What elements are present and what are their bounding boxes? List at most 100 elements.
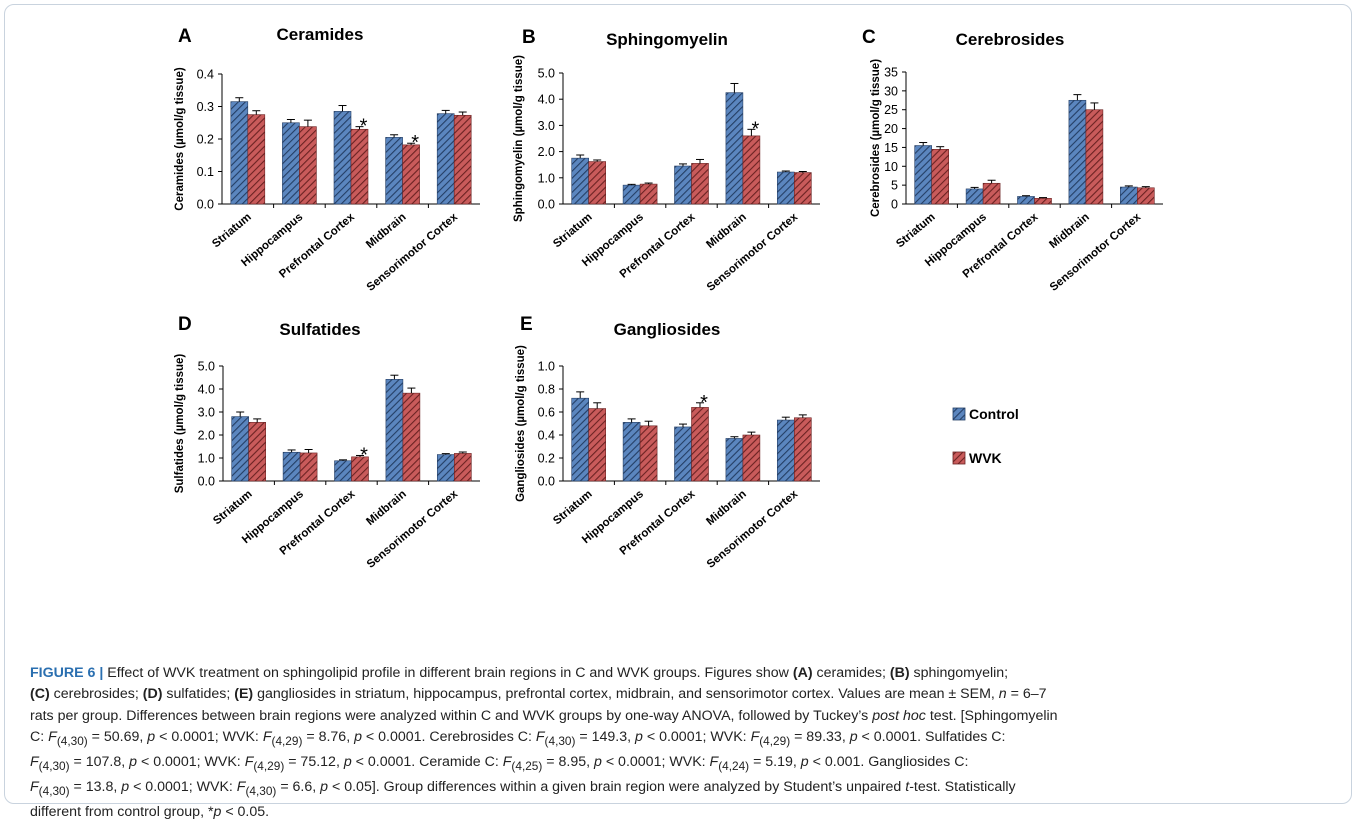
bar-control-sensorimotor-cortex [776,419,795,482]
bar-control-midbrain [725,92,744,205]
panel-c: C Cerebrosides Cerebrosides (µmol/g tissue… [862,27,1163,294]
y-axis-label: Sphingomyelin (µmol/g tissue) [513,55,525,222]
y-tick-label: 0.0 [197,198,214,212]
x-category-label: Midbrain [1047,211,1091,251]
bar-control-prefrontal-cortex [1017,196,1035,205]
bar-control-striatum [571,157,590,205]
x-category-label: Sensorimotor Cortex [1048,211,1144,294]
caption-line: F(4,30) = 107.8, p < 0.0001; WVK: F(4,29… [30,754,969,773]
caption-line: Effect of WVK treatment on sphingolipid … [107,665,1009,681]
bar-wvk-prefrontal-cortex [1034,198,1052,205]
legend-label-wvk: WVK [969,450,1002,466]
bar-control-striatum [914,145,933,205]
bar-control-sensorimotor-cortex [436,113,455,205]
y-tick-label: 0.2 [538,452,555,466]
x-category-label: Striatum [894,211,937,250]
panel-d: D Sulfatides Sulfatides (µmol/g tissue) 0.0… [174,314,480,571]
y-tick-label: 1.0 [538,171,555,185]
bar-wvk-sensorimotor-cortex [453,114,472,205]
legend-label-control: Control [969,406,1019,422]
significance-star: * [700,392,708,414]
y-tick-label: 10 [884,160,898,174]
y-tick-label: 4.0 [198,383,215,397]
panel-title: Ceramides [277,25,364,44]
legend-swatch-wvk [952,451,966,465]
legend-swatch-control [952,407,966,421]
x-category-label: Midbrain [364,488,408,528]
bar-control-midbrain [725,438,744,482]
bar-control-hippocampus [622,184,641,205]
legend: Control WVK [952,406,1019,466]
caption-line: (C) cerebrosides; (D) sulfatides; (E) ga… [30,686,1047,703]
bar-control-prefrontal-cortex [334,460,352,482]
y-axis-label: Gangliosides (µmol/g tissue) [515,345,527,502]
bar-control-prefrontal-cortex [333,111,352,205]
y-tick-label: 20 [884,122,898,136]
x-category-label: Sensorimotor Cortex [365,488,461,571]
panel-letter: E [520,314,533,335]
y-tick-label: 1.0 [198,452,215,466]
significance-star: * [752,118,760,140]
y-tick-label: 0.6 [538,406,555,420]
caption-label: FIGURE 6 | [30,665,104,681]
bar-control-sensorimotor-cortex [1120,186,1138,205]
bar-control-midbrain [385,379,404,482]
bar-wvk-midbrain [1085,109,1104,205]
caption-line: C: F(4,30) = 50.69, p < 0.0001; WVK: F(4… [30,728,1006,748]
bar-control-midbrain [385,137,403,205]
x-category-label: Striatum [551,488,594,527]
significance-star: * [360,116,368,138]
panel-b: B Sphingomyelin Sphingomyelin (µmol/g tiss… [513,27,820,294]
y-tick-label: 0.4 [538,429,555,443]
panel-title: Sphingomyelin [606,30,728,49]
panel-letter: A [178,26,192,47]
panel-a: A Ceramides Ceramides (µmol/g tissue) 0.0 0.… [174,25,480,294]
x-category-label: Striatum [210,211,253,250]
panel-e: E Gangliosides Gangliosides (µmol/g tissue… [515,314,820,571]
bar-wvk-striatum [931,149,950,205]
bar-wvk-striatum [247,114,266,205]
bar-wvk-hippocampus [639,183,658,205]
figure-charts: A Ceramides Ceramides (µmol/g tissue) 0.0 0.… [174,25,1163,571]
x-category-label: Sensorimotor Cortex [705,488,801,571]
y-tick-label: 2.0 [538,145,555,159]
bar-control-striatum [230,101,249,205]
y-tick-label: 30 [884,84,898,98]
y-tick-label: 5 [891,179,898,193]
bar-wvk-striatum [588,161,607,205]
bar-wvk-prefrontal-cortex [691,407,709,482]
panel-title: Gangliosides [614,320,721,339]
y-tick-label: 5.0 [198,360,215,374]
y-tick-label: 2.0 [198,429,215,443]
bar-wvk-sensorimotor-cortex [1137,187,1155,205]
y-tick-label: 5.0 [538,67,555,81]
y-tick-label: 3.0 [538,119,555,133]
bar-wvk-hippocampus [982,182,1001,205]
y-tick-label: 3.0 [198,406,215,420]
bar-wvk-sensorimotor-cortex [793,417,812,482]
x-category-label: Striatum [211,488,254,527]
bar-control-hippocampus [282,451,301,482]
x-category-label: Midbrain [704,211,748,251]
caption-line: different from control group, *p < 0.05. [30,804,270,821]
y-tick-label: 25 [884,103,898,117]
y-tick-label: 0.1 [197,165,214,179]
bar-control-striatum [571,397,590,482]
caption-line: F(4,30) = 13.8, p < 0.0001; WVK: F(4,30)… [30,779,1016,798]
bar-control-prefrontal-cortex [674,426,692,482]
bar-wvk-midbrain [402,392,421,482]
panel-title: Cerebrosides [956,30,1065,49]
y-axis-label: Ceramides (µmol/g tissue) [174,67,186,211]
y-tick-label: 1.0 [538,360,555,374]
bar-wvk-prefrontal-cortex [691,163,709,205]
y-tick-label: 0 [891,198,898,212]
figure-frame [4,4,1352,804]
caption-line: rats per group. Differences between brai… [30,707,1058,724]
significance-star: * [360,444,368,466]
y-tick-label: 15 [884,141,898,155]
x-category-label: Midbrain [364,211,408,251]
bar-wvk-striatum [588,408,607,482]
y-tick-label: 0.4 [197,68,214,82]
bar-control-midbrain [1068,99,1087,205]
bar-control-hippocampus [282,122,300,205]
